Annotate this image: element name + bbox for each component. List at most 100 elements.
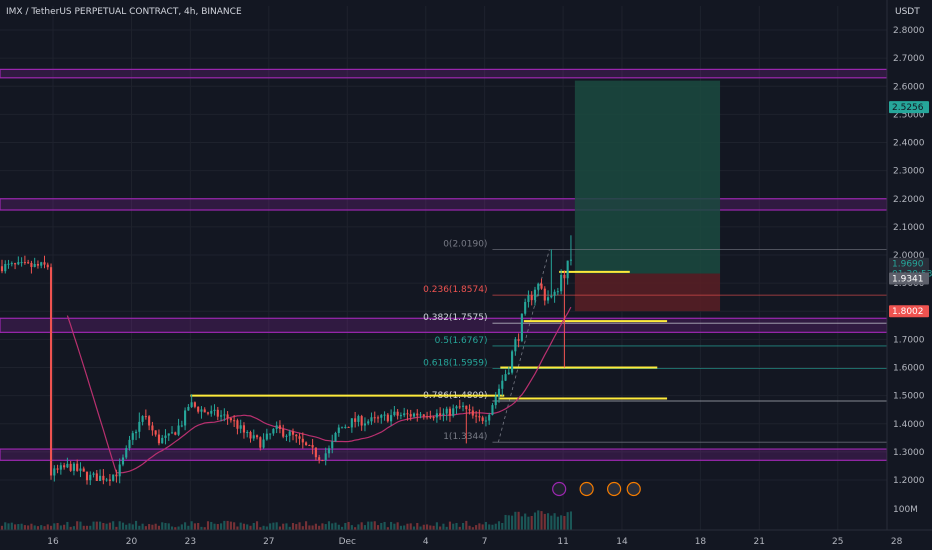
candle-body-48	[157, 434, 161, 444]
candle-body-93	[305, 442, 308, 446]
candle-body-167	[546, 297, 550, 301]
candle-body-59	[193, 402, 196, 407]
moving-average	[66, 306, 572, 474]
volume-bar-13	[43, 526, 46, 530]
volume-bar-22	[72, 526, 75, 530]
candle-body-156	[511, 351, 514, 373]
candle-body-86	[282, 429, 285, 437]
volume-bar-86	[282, 523, 285, 530]
volume-bar-60	[197, 523, 200, 530]
loss-zone	[574, 273, 721, 312]
volume-bar-45	[148, 524, 151, 530]
event-icon-2[interactable]	[607, 481, 622, 497]
volume-bar-44	[144, 526, 147, 530]
stop-price-tag-bg	[889, 305, 929, 318]
candle-body-64	[210, 410, 213, 414]
volume-bar-106	[347, 521, 350, 530]
volume-bar-75	[246, 524, 249, 530]
volume-bar-10	[33, 525, 36, 530]
volume-bar-97	[318, 525, 321, 530]
volume-bar-41	[134, 520, 138, 530]
price-tick-3: 1.5000	[893, 392, 925, 402]
candle-body-43	[141, 416, 144, 422]
time-tick-6: 7	[482, 537, 488, 547]
event-icons[interactable]	[552, 481, 641, 497]
candle-body-16	[53, 468, 56, 476]
candle-body-114	[373, 417, 376, 419]
volume-bar-100	[327, 521, 331, 530]
candle-body-13	[43, 262, 46, 265]
candle-body-70	[229, 418, 232, 421]
volume-bar-172	[563, 516, 566, 530]
volume-bar-46	[151, 524, 154, 530]
candle-body-123	[403, 413, 406, 416]
volume-bar-53	[174, 527, 177, 530]
time-tick-9: 18	[695, 537, 707, 547]
candle-body-146	[478, 416, 481, 418]
candle-body-158	[517, 339, 520, 341]
candle-body-37	[121, 457, 125, 465]
volume-bar-105	[344, 523, 347, 530]
candle-body-46	[151, 425, 154, 431]
bolt-icon[interactable]	[552, 481, 567, 497]
volume-bar-148	[484, 521, 487, 530]
candle-body-82	[269, 433, 272, 435]
candle-body-152	[497, 388, 501, 397]
fib-label-6: 1(1.3344)	[443, 432, 487, 442]
candle-body-76	[249, 432, 252, 439]
candle-body-60	[197, 406, 200, 412]
candle-body-166	[543, 288, 546, 301]
volume-bar-32	[105, 523, 108, 530]
candle-body-88	[288, 431, 291, 436]
volume-bar-138	[452, 523, 455, 530]
candle-body-84	[275, 425, 278, 429]
volume-bar-87	[285, 523, 288, 530]
volume-bar-134	[439, 526, 442, 530]
support-lines[interactable]	[190, 270, 668, 400]
volume-bar-0	[0, 525, 4, 530]
volume-bar-14	[46, 524, 49, 530]
candle-body-144	[471, 410, 474, 416]
volume-bar-50	[164, 523, 167, 530]
volume-bar-7	[23, 525, 26, 530]
candle-body-81	[265, 433, 268, 440]
price-tick-14: 2.6000	[893, 82, 925, 92]
volume-bar-118	[386, 527, 389, 530]
candle-body-142	[465, 405, 468, 410]
volume-bar-147	[481, 524, 484, 530]
volume-bar-150	[491, 524, 494, 530]
volume-bar-122	[399, 525, 402, 530]
candle-body-11	[36, 264, 40, 266]
volume-bar-104	[340, 526, 344, 530]
volume-bar-113	[370, 521, 373, 530]
candle-body-6	[20, 262, 23, 264]
time-axis[interactable]: 16 20 23 27 Dec 4 7 11 14 18 21 25 28	[0, 529, 932, 550]
volume-bar-145	[475, 525, 478, 530]
volume-bar-84	[275, 522, 278, 530]
candle-body-154	[504, 374, 507, 381]
volume-bar-116	[380, 523, 383, 530]
candle-body-27	[89, 474, 92, 481]
fib-label-4: 0.618(1.5959)	[423, 359, 487, 369]
volume-bar-25	[82, 525, 85, 530]
candle-body-15	[49, 267, 53, 476]
candle-body-102	[334, 432, 337, 442]
volume-bar-21	[69, 526, 72, 530]
candle-body-35	[115, 474, 118, 477]
long-position-tool[interactable]	[574, 80, 721, 312]
candle-body-170	[556, 291, 559, 293]
candle-body-138	[452, 408, 455, 416]
candle-body-127	[416, 413, 419, 416]
event-icon-3[interactable]	[626, 481, 641, 497]
volume-bar-72	[236, 526, 239, 530]
fib-label-2: 0.382(1.7575)	[423, 313, 487, 323]
price-tick-11: 2.3000	[893, 167, 925, 177]
candle-body-55	[180, 425, 183, 427]
volume-bar-136	[445, 526, 448, 530]
candle-body-2	[7, 263, 10, 265]
price-tick-1: 1.3000	[893, 448, 925, 458]
volume-scale-label: 100M	[893, 505, 918, 515]
candle-body-71	[233, 420, 236, 422]
event-icon-1[interactable]	[579, 481, 594, 497]
